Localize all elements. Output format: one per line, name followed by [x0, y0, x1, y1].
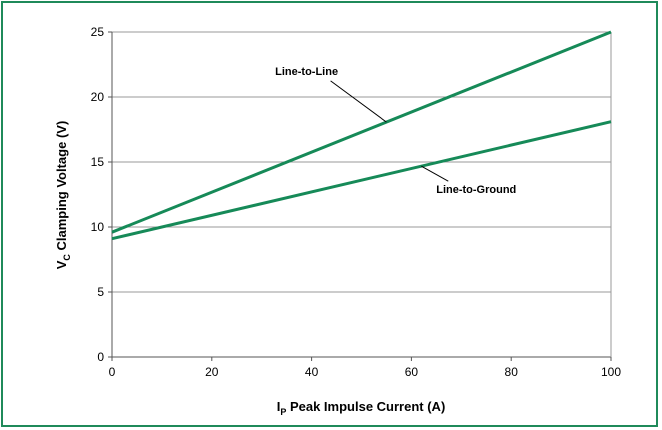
series-lines: [111, 30, 612, 241]
y-axis-title: VC Clamping Voltage (V): [54, 121, 72, 270]
y-tick-label: 25: [91, 25, 105, 39]
gridlines: [112, 31, 611, 293]
x-tick-labels: 0 20 40 60 80 100: [109, 365, 622, 379]
annotation-line-to-ground: Line-to-Ground: [436, 184, 516, 196]
series-line-line-to-ground: [111, 120, 612, 241]
x-tick-label: 60: [405, 365, 419, 379]
x-tick-label: 40: [305, 365, 319, 379]
x-axis-title: IP Peak Impulse Current (A): [277, 399, 446, 417]
x-tick-label: 100: [601, 365, 621, 379]
y-tick-labels: 0 5 10 15 20 25: [91, 25, 105, 364]
axes: [108, 31, 612, 361]
y-tick-label: 5: [97, 285, 104, 299]
series-line-line-to-line: [111, 30, 612, 234]
y-tick-label: 0: [97, 350, 104, 364]
x-tick-label: 20: [205, 365, 219, 379]
annotation-leader: [330, 80, 387, 123]
x-tick-label: 80: [505, 365, 519, 379]
y-tick-label: 20: [91, 90, 105, 104]
annotations: Line-to-Line Line-to-Ground: [275, 66, 516, 196]
x-tick-label: 0: [109, 365, 116, 379]
y-tick-label: 15: [91, 155, 105, 169]
annotation-line-to-line: Line-to-Line: [275, 66, 338, 78]
annotation-leader: [421, 165, 449, 182]
y-tick-label: 10: [91, 220, 105, 234]
